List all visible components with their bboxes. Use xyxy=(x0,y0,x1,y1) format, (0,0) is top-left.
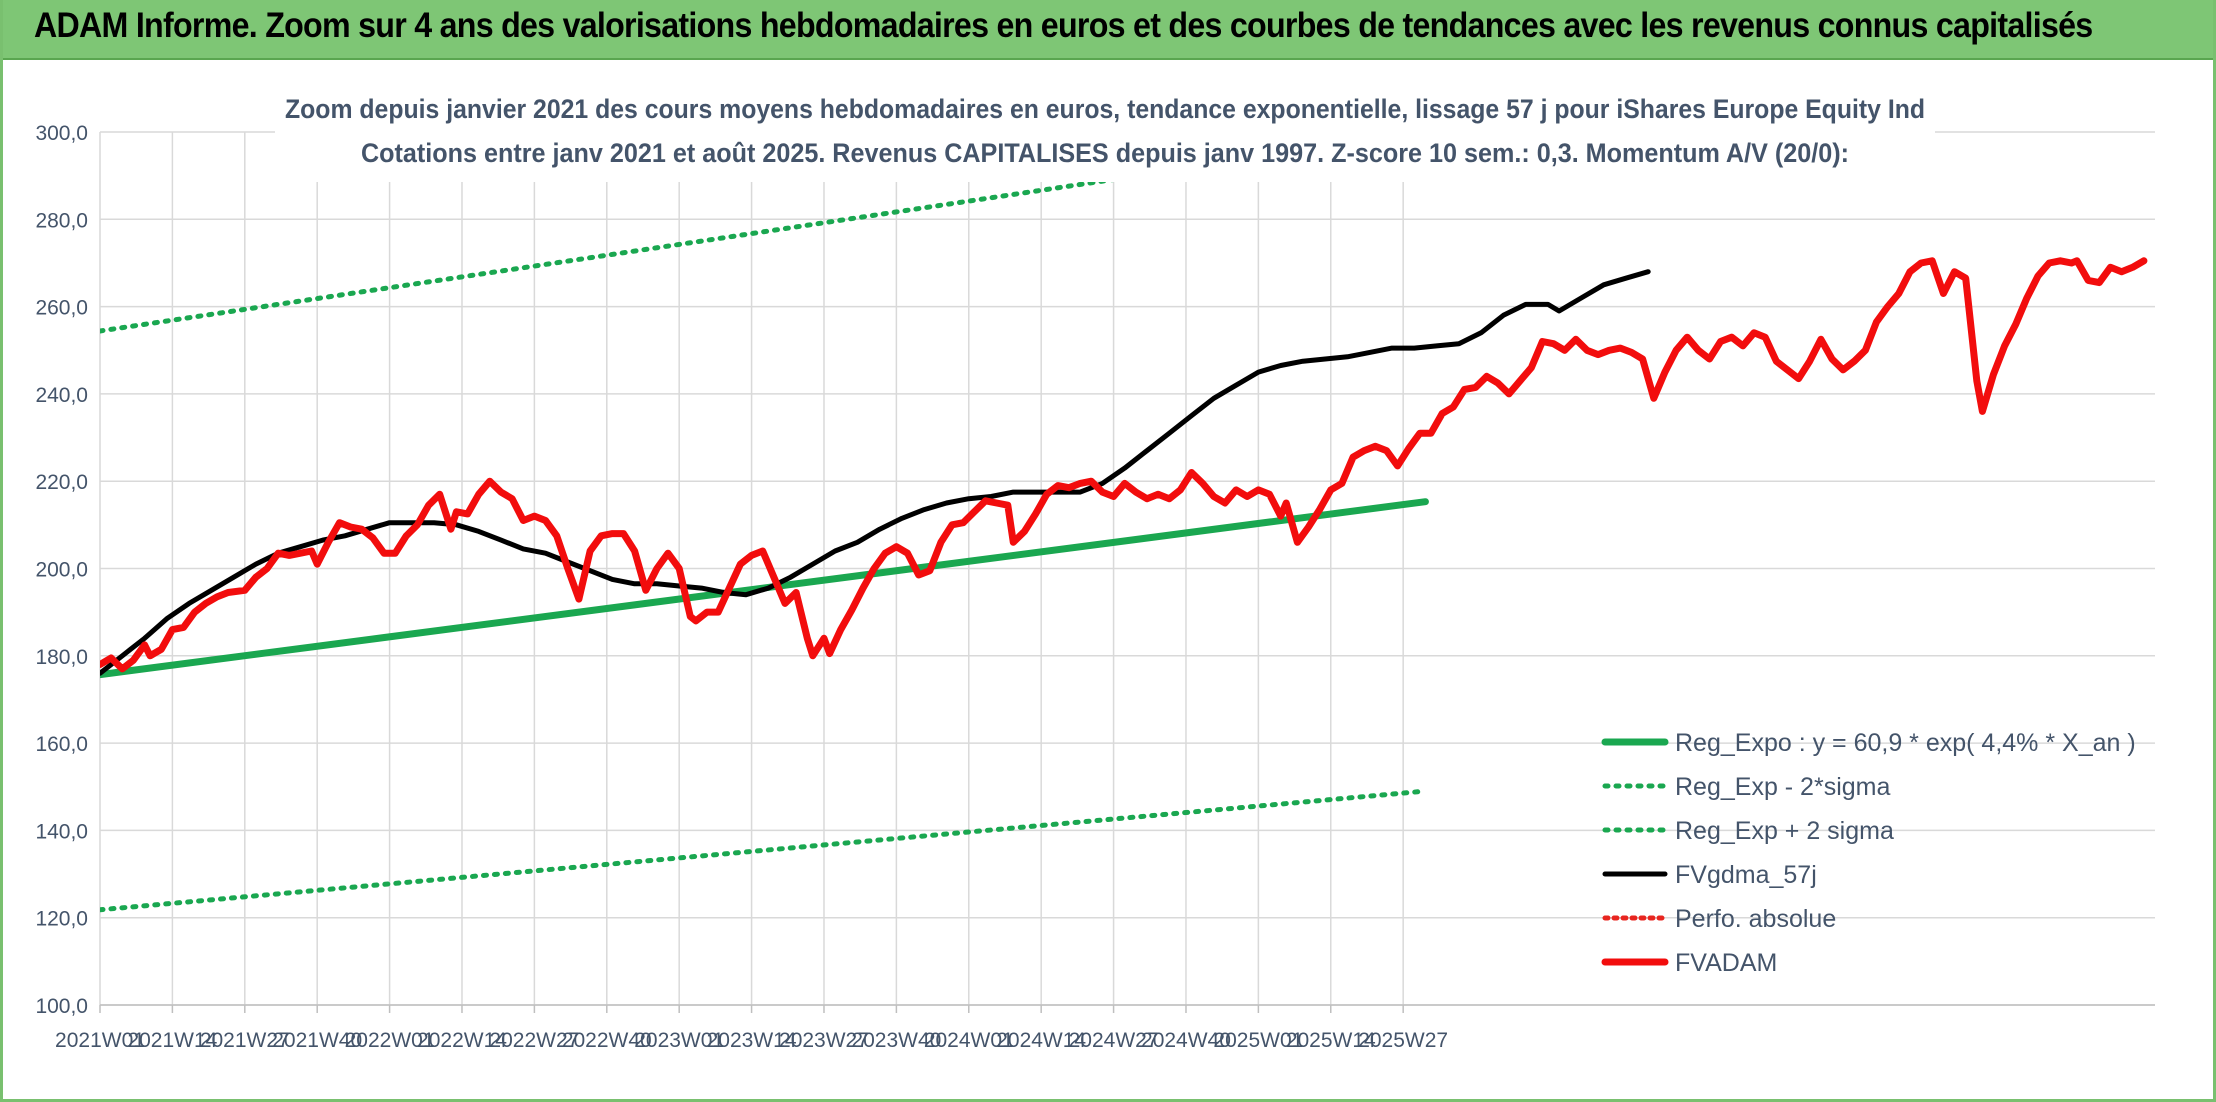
y-tick-label: 100,0 xyxy=(35,995,88,1018)
legend-label: Perfo. absolue xyxy=(1675,905,1836,933)
chart-series xyxy=(100,129,2148,913)
y-tick-label: 260,0 xyxy=(35,297,88,320)
legend-label: Reg_Exp - 2*sigma xyxy=(1675,773,1890,801)
x-tick-label: 2025W01 xyxy=(1213,1029,1303,1052)
page-title: ADAM Informe. Zoom sur 4 ans des valoris… xyxy=(34,6,2093,45)
y-tick-label: 240,0 xyxy=(35,384,88,407)
x-tick-label: 2021W01 xyxy=(55,1029,145,1052)
y-tick-label: 300,0 xyxy=(35,122,88,145)
x-tick-label: 2023W40 xyxy=(851,1029,941,1052)
x-tick-label: 2023W27 xyxy=(779,1029,869,1052)
y-tick-label: 220,0 xyxy=(35,471,88,494)
chart-title-line2: Cotations entre janv 2021 et août 2025. … xyxy=(361,138,1849,168)
y-tick-label: 160,0 xyxy=(35,733,88,756)
x-tick-label: 2022W14 xyxy=(417,1029,507,1052)
reg-exp-minus-2sigma-line xyxy=(100,788,1428,913)
y-tick-label: 180,0 xyxy=(35,646,88,669)
x-tick-label: 2024W40 xyxy=(1141,1029,1231,1052)
x-tick-label: 2022W40 xyxy=(562,1029,652,1052)
y-tick-label: 200,0 xyxy=(35,559,88,582)
x-tick-label: 2021W14 xyxy=(127,1029,217,1052)
chart-title: Zoom depuis janvier 2021 des cours moyen… xyxy=(275,84,1935,182)
chart-title-line1: Zoom depuis janvier 2021 des cours moyen… xyxy=(285,94,1925,124)
fvgdma-57j-line xyxy=(100,269,1651,676)
legend-label: FVADAM xyxy=(1675,949,1777,977)
x-tick-label: 2021W40 xyxy=(272,1029,362,1052)
legend-label: FVgdma_57j xyxy=(1675,861,1817,889)
chart-legend: Reg_Expo : y = 60,9 * exp( 4,4% * X_an )… xyxy=(1601,729,2136,977)
x-tick-label: 2025W27 xyxy=(1358,1029,1448,1052)
y-axis: 100,0 120,0 140,0 160,0 180,0 200,0 220,0 240,0… xyxy=(35,122,88,1018)
x-tick-label: 2023W14 xyxy=(707,1029,797,1052)
legend-label: Reg_Expo : y = 60,9 * exp( 4,4% * X_an ) xyxy=(1675,729,2136,757)
x-tick-label: 2024W14 xyxy=(996,1029,1086,1052)
x-tick-label: 2024W01 xyxy=(924,1029,1014,1052)
x-tick-label: 2022W27 xyxy=(489,1029,579,1052)
fvadam-line xyxy=(100,257,2148,673)
header-bar: ADAM Informe. Zoom sur 4 ans des valoris… xyxy=(0,0,2216,60)
y-tick-label: 280,0 xyxy=(35,209,88,232)
y-tick-label: 120,0 xyxy=(35,908,88,931)
x-tick-label: 2022W01 xyxy=(345,1029,435,1052)
x-tick-label: 2021W27 xyxy=(200,1029,290,1052)
legend-label: Reg_Exp + 2 sigma xyxy=(1675,817,1894,845)
x-tick-label: 2024W27 xyxy=(1069,1029,1159,1052)
y-tick-label: 140,0 xyxy=(35,820,88,843)
x-axis: 2021W012021W142021W272021W402022W012022W… xyxy=(55,1029,1448,1052)
line-chart: 100,0 120,0 140,0 160,0 180,0 200,0 220,0 240,0… xyxy=(35,84,2155,1052)
x-tick-label: 2025W14 xyxy=(1286,1029,1376,1052)
x-tick-label: 2023W01 xyxy=(634,1029,724,1052)
